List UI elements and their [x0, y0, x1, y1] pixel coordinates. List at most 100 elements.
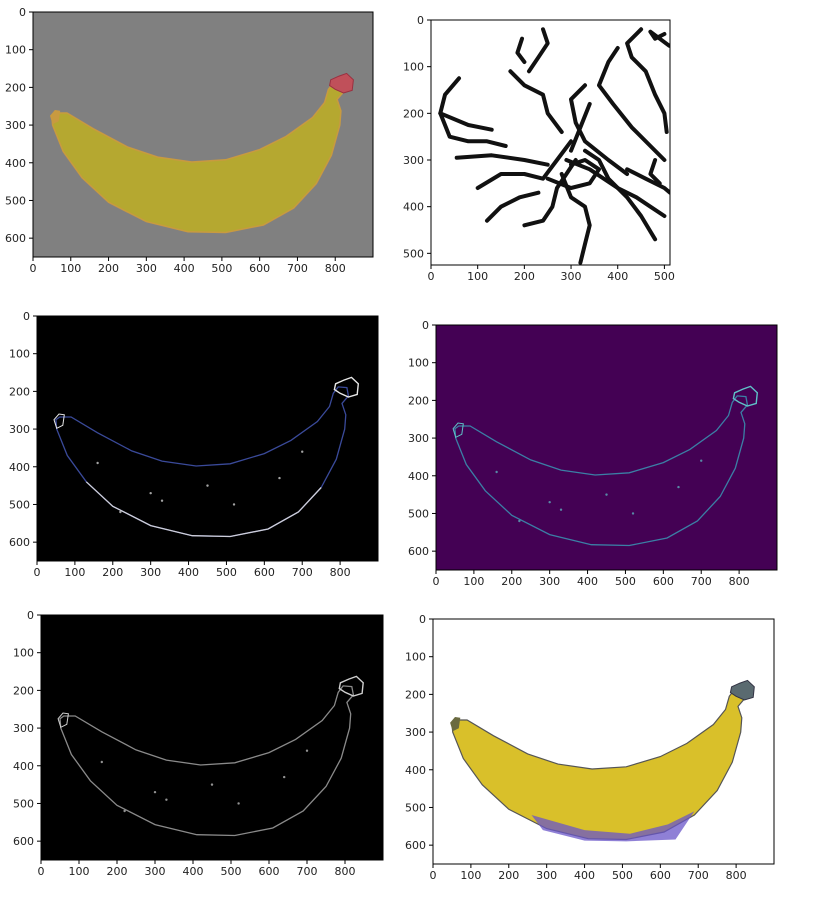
- drawn-line: [625, 27, 669, 134]
- edge-speck: [278, 476, 281, 480]
- x-tick-label: 0: [38, 865, 45, 878]
- x-tick-label: 400: [174, 262, 195, 275]
- x-tick-label: 600: [249, 262, 270, 275]
- x-tick-label: 200: [107, 865, 128, 878]
- y-tick-label: 400: [9, 461, 30, 474]
- drawn-line: [583, 148, 658, 242]
- x-tick-label: 400: [607, 270, 628, 283]
- y-tick-label: 200: [403, 107, 424, 120]
- drawn-line: [485, 190, 541, 223]
- banana-stem-edge: [333, 376, 360, 398]
- y-tick-label: 0: [419, 613, 426, 626]
- y-tick-label: 400: [405, 764, 426, 777]
- subplot-rgb-edges: 0 100 200 300 400 500 600 700 800 0 100 200 300 400 50…: [9, 310, 351, 579]
- edge-speck: [210, 783, 214, 786]
- x-tick-label: 800: [330, 566, 351, 579]
- y-tick-label: 0: [23, 310, 30, 323]
- axes-frame: [40, 614, 384, 861]
- drawn-line: [522, 158, 578, 228]
- x-tick-label: 100: [60, 262, 81, 275]
- axes-frame: [32, 11, 374, 258]
- x-tick-label: 200: [514, 270, 535, 283]
- drawn-line: [625, 167, 670, 195]
- x-tick-label: 600: [254, 566, 275, 579]
- x-tick-label: 300: [136, 262, 157, 275]
- drawn-line: [438, 111, 494, 132]
- image-background: [37, 316, 378, 561]
- y-tick-label: 100: [9, 348, 30, 361]
- image-background: [41, 615, 383, 860]
- banana-stem-edge: [732, 385, 759, 407]
- x-tick-label: 400: [574, 869, 595, 882]
- banana-tip-edge: [53, 413, 65, 430]
- y-tick-label: 200: [5, 81, 26, 94]
- x-tick-label: 800: [325, 262, 346, 275]
- x-tick-label: 500: [612, 869, 633, 882]
- drawn-line: [569, 102, 592, 153]
- subplot-enhanced-rgb: 0 100 200 300 400 500 600 700 800 0 100 200 300 400 50…: [405, 613, 747, 882]
- banana-body: [51, 82, 345, 234]
- y-tick-label: 600: [5, 232, 26, 245]
- y-tick-label: 500: [9, 498, 30, 511]
- y-tick-label: 600: [9, 536, 30, 549]
- y-tick-label: 0: [27, 609, 34, 622]
- y-tick-label: 100: [5, 44, 26, 57]
- axes-frame: [430, 19, 671, 266]
- edge-speck: [165, 798, 168, 801]
- x-tick-label: 0: [30, 262, 37, 275]
- banana-body: [451, 689, 746, 841]
- edge-speck: [700, 459, 703, 462]
- y-tick-label: 300: [9, 423, 30, 436]
- axes-frame: [36, 315, 379, 562]
- edge-speck: [518, 519, 521, 523]
- y-tick-label: 400: [408, 470, 429, 483]
- y-tick-label: 500: [403, 247, 424, 260]
- y-tick-label: 400: [13, 760, 34, 773]
- y-tick-label: 200: [408, 394, 429, 407]
- banana-tip-edge: [452, 422, 464, 439]
- edge-speck: [301, 450, 304, 453]
- x-tick-label: 400: [577, 575, 598, 588]
- subplot-gray-edges: 0 100 200 300 400 500 600 700 800 0 100 200 300 400 50…: [13, 609, 356, 878]
- edge-speck: [559, 508, 563, 511]
- y-tick-label: 200: [9, 385, 30, 398]
- x-tick-label: 500: [211, 262, 232, 275]
- y-tick-label: 600: [13, 835, 34, 848]
- edge-speck: [237, 802, 240, 805]
- image-binary-lines: [430, 19, 671, 266]
- edge-speck: [96, 461, 99, 465]
- y-tick-label: 300: [408, 432, 429, 445]
- drawn-line: [648, 158, 662, 186]
- y-tick-label: 100: [405, 651, 426, 664]
- x-tick-label: 0: [430, 869, 437, 882]
- x-tick-label: 500: [654, 270, 675, 283]
- banana-stem: [729, 679, 755, 701]
- banana-edge: [454, 395, 749, 547]
- edge-speck: [305, 749, 309, 752]
- edge-speck: [232, 503, 236, 506]
- x-tick-label: 700: [287, 262, 308, 275]
- drawn-line: [597, 46, 667, 162]
- edge-speck: [605, 493, 608, 496]
- image-rgb-edges: [36, 315, 379, 562]
- drawn-line: [515, 36, 527, 64]
- subplot-rgb-original: 0 100 200 300 400 500 600 700 800 0 100 200 300 400 50…: [5, 6, 346, 275]
- image-background: [436, 325, 777, 570]
- x-tick-label: 300: [145, 865, 166, 878]
- edge-speck: [206, 484, 209, 487]
- x-tick-label: 400: [183, 865, 204, 878]
- drawn-line: [438, 76, 508, 148]
- drawn-line: [545, 158, 601, 190]
- image-rgb-original: [32, 11, 374, 258]
- y-tick-label: 100: [408, 357, 429, 370]
- y-tick-label: 600: [405, 839, 426, 852]
- y-tick-label: 500: [408, 507, 429, 520]
- drawn-line: [527, 27, 550, 74]
- x-tick-label: 200: [102, 566, 123, 579]
- y-tick-label: 0: [417, 14, 424, 27]
- banana-tip: [450, 717, 461, 732]
- banana-edge: [59, 685, 355, 837]
- x-tick-label: 0: [433, 575, 440, 588]
- x-tick-label: 200: [98, 262, 119, 275]
